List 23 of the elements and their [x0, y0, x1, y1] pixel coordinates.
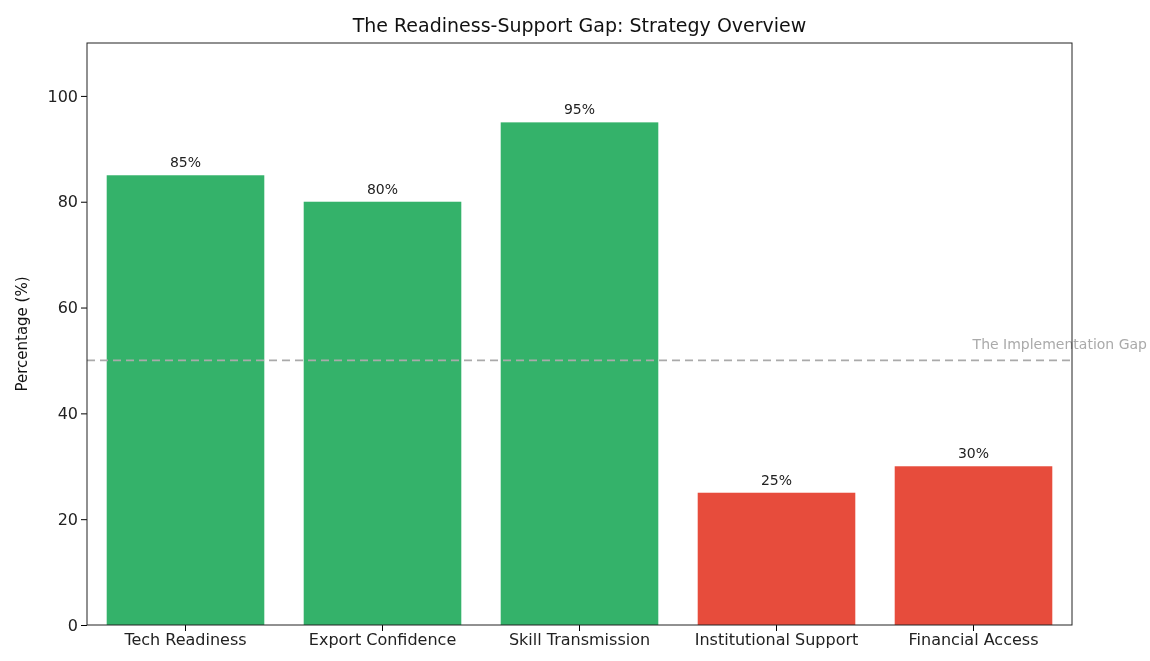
bar: [303, 201, 462, 625]
y-tick-label: 0: [67, 615, 78, 635]
chart-title: The Readiness-Support Gap: Strategy Overview: [351, 14, 807, 36]
bar: [697, 492, 856, 625]
y-tick-label: 100: [47, 86, 78, 106]
bar: [500, 122, 659, 625]
y-tick-label: 80: [57, 192, 78, 212]
data-label: 95%: [563, 101, 596, 118]
data-label: 80%: [366, 180, 399, 197]
x-tick-label: Institutional Support: [694, 630, 859, 650]
x-tick-label: Export Confidence: [308, 630, 457, 650]
y-tick-label: 20: [57, 509, 78, 529]
bar: [894, 466, 1053, 625]
data-label: 30%: [957, 445, 990, 462]
data-label: 85%: [169, 154, 202, 171]
data-label: 25%: [760, 471, 793, 488]
y-tick-label: 40: [57, 403, 78, 423]
x-tick-label: Financial Access: [908, 630, 1039, 650]
y-axis-title: Percentage (%): [13, 276, 31, 392]
bar: [106, 175, 265, 625]
x-tick-label: Tech Readiness: [123, 630, 247, 650]
x-tick-label: Skill Transmission: [508, 630, 651, 650]
y-tick-label: 60: [57, 298, 78, 318]
